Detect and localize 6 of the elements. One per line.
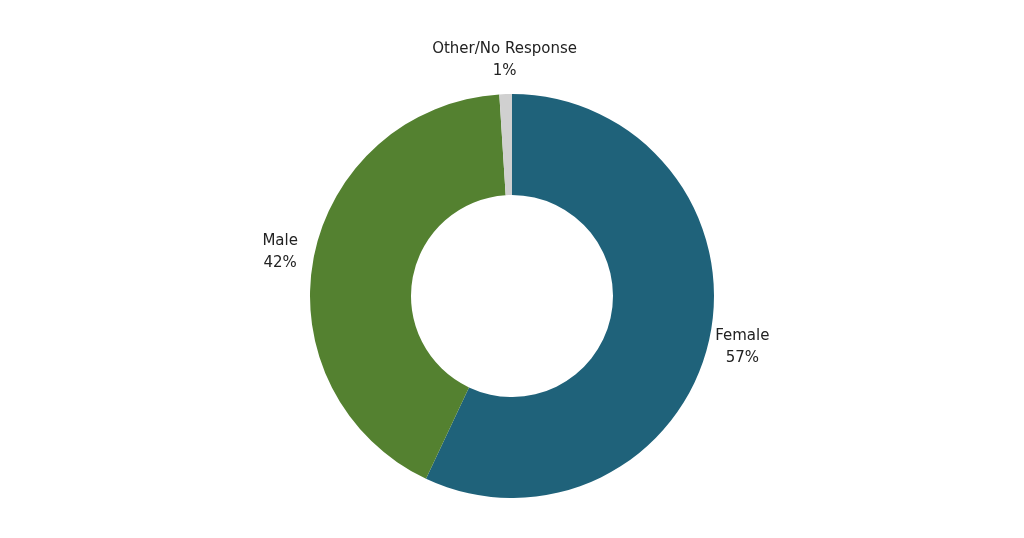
data-label: 1%	[492, 61, 517, 80]
data-label: 57%	[725, 348, 759, 367]
slice-label: Male	[262, 230, 298, 249]
slice-label: Other/No Response	[432, 39, 578, 58]
slice-label: Female	[715, 326, 770, 345]
data-label: 42%	[263, 252, 297, 271]
